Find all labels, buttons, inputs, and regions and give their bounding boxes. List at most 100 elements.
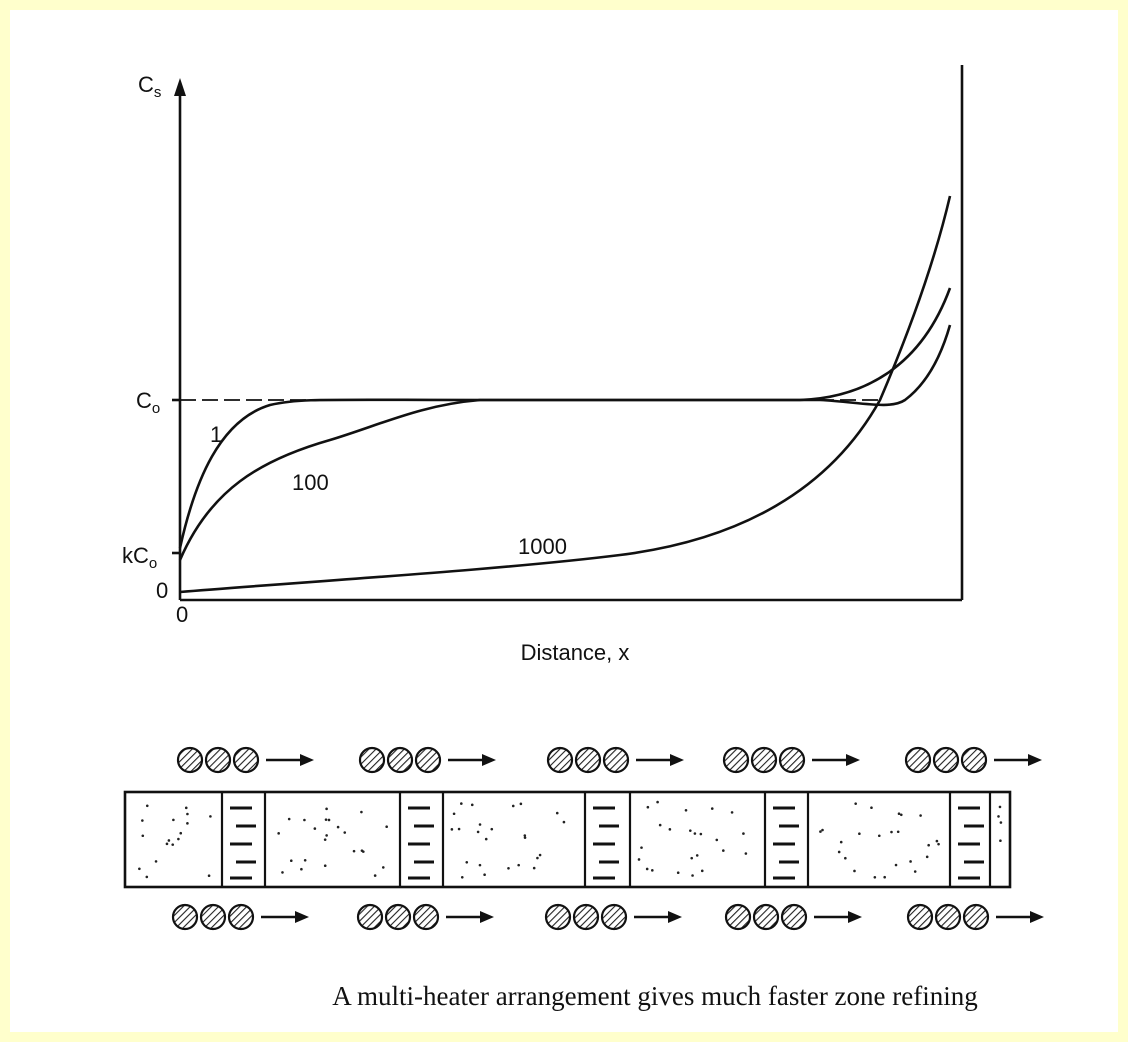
dot [303,858,307,862]
dot [710,807,714,810]
dot [894,863,898,867]
dot [536,856,539,860]
dot [523,834,527,837]
dot [691,874,694,877]
arrow-head [848,911,862,923]
dot [819,830,822,833]
dot [730,811,734,814]
dot [689,829,692,832]
dot [325,834,328,837]
dot [646,805,650,809]
curve-1 [178,324,952,549]
dot [184,806,188,810]
dot [742,832,745,835]
heater [962,903,990,931]
dot [658,823,662,827]
dot [289,859,293,863]
arrow-head [1030,911,1044,923]
dot [300,867,303,871]
heater [600,903,628,931]
heater [722,746,750,774]
dot [693,832,697,835]
y-mark-label: 0 [156,578,168,603]
dot [925,855,929,859]
dot [450,828,454,831]
dot [145,875,149,879]
dot [999,839,1002,842]
dot [927,843,930,847]
dot [484,837,488,841]
dot [141,834,145,838]
heater [572,903,600,931]
dot [937,842,940,846]
dot [324,818,328,821]
dot [452,812,456,816]
dot [870,806,873,810]
dot [517,863,520,867]
heater [932,746,960,774]
dot [690,856,694,860]
heater [227,903,255,931]
dot [281,871,284,874]
dot [997,815,1000,818]
dot [385,825,388,828]
dot [323,838,327,841]
arrow-head [670,754,684,766]
dot [277,832,280,835]
heater [414,746,442,774]
heater [904,746,932,774]
heater [232,746,260,774]
dot [165,842,169,846]
dot [839,840,843,844]
label-sub: o [152,400,160,417]
dot [651,869,654,872]
dot [637,858,641,861]
dot [373,874,377,877]
caption: A multi-heater arrangement gives much fa… [332,981,978,1011]
arrow-head [1028,754,1042,766]
dot [883,875,886,879]
heater [780,903,808,931]
dot [699,832,703,836]
dot [998,805,1002,809]
dot [327,818,331,822]
dot [470,803,474,807]
arrow-head [300,754,314,766]
dot [640,846,643,849]
curve-label: 100 [292,470,329,495]
dot [141,819,144,822]
dot [360,810,363,814]
label-main: kC [122,543,149,568]
dot [873,875,877,879]
y-mark-label: Co [136,388,160,417]
dot [313,827,317,830]
dot [715,838,719,842]
heater [602,746,630,774]
dot [858,832,861,836]
arrow-head [480,911,494,923]
dot [490,827,494,831]
heater [778,746,806,774]
dot [562,820,566,824]
dot [507,866,510,870]
dot [645,867,649,871]
dot [744,852,748,855]
label-main: C [136,388,152,413]
dot [186,822,189,825]
x-origin-label: 0 [176,602,188,627]
y-mark-label: kCo [122,543,157,572]
dot [523,836,527,839]
dot [465,860,469,864]
dot [821,828,824,832]
dot [676,871,680,875]
dot [668,828,672,831]
label-main: C [138,72,154,97]
dot [343,831,347,834]
heater [358,746,386,774]
dot [483,873,486,876]
heater [960,746,988,774]
dot [684,808,688,812]
dot [478,823,482,826]
